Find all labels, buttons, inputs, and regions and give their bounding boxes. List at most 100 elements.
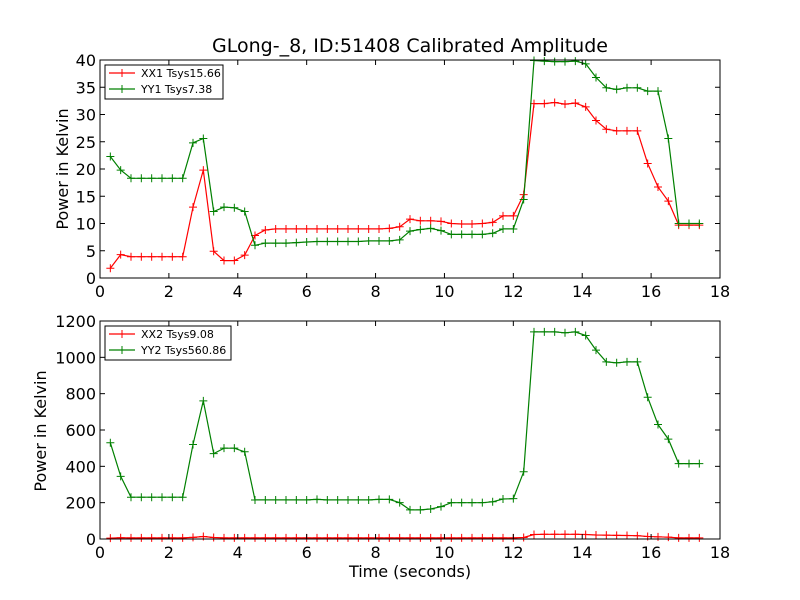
bottom-chart-point-yy2 <box>406 505 414 514</box>
bottom-chart-x-tick-label: 16 <box>641 543 661 562</box>
top-chart-series-group <box>106 56 704 273</box>
bottom-chart-point-xx2 <box>612 531 621 540</box>
top-chart-y-axis-label: Power in Kelvin <box>53 108 72 229</box>
bottom-chart-legend-label-xx2: XX2 Tsys9.08 <box>141 328 214 341</box>
top-chart-point-yy1 <box>643 87 652 96</box>
top-chart-point-yy1 <box>447 230 456 239</box>
top-chart-point-yy1 <box>323 237 332 246</box>
top-chart-point-yy1 <box>395 235 404 244</box>
top-chart-legend-entry-xx1: XX1 Tsys15.66 <box>109 67 221 80</box>
top-chart-point-yy1 <box>633 83 642 92</box>
bottom-chart-legend-marker-yy2 <box>118 346 126 354</box>
bottom-chart-point-xx2 <box>561 530 569 539</box>
bottom-chart-y-tick-label: 0 <box>86 530 96 549</box>
top-chart-point-xx1 <box>550 98 559 107</box>
bottom-chart-point-xx2 <box>127 533 135 542</box>
bottom-chart-x-axis-label: Time (seconds) <box>348 562 471 581</box>
bottom-chart-point-xx2 <box>292 533 301 542</box>
top-chart-point-xx1 <box>292 224 301 233</box>
top-chart-point-xx1 <box>240 251 249 260</box>
bottom-chart-point-xx2 <box>623 531 631 540</box>
bottom-chart-point-yy2 <box>685 459 693 468</box>
top-chart-point-yy1 <box>116 166 125 175</box>
top-chart-point-yy1 <box>158 174 166 183</box>
top-chart-title: GLong-_8, ID:51408 Calibrated Amplitude <box>212 35 608 57</box>
bottom-chart-point-yy2 <box>333 495 342 504</box>
top-chart-point-xx1 <box>571 99 580 108</box>
top-chart-legend-label-xx1: XX1 Tsys15.66 <box>141 67 221 80</box>
top-chart-point-xx1 <box>220 256 228 265</box>
top-chart-point-yy1 <box>664 134 673 143</box>
top-chart-point-xx1 <box>488 218 497 227</box>
top-chart-legend-marker-yy1 <box>118 85 126 93</box>
bottom-chart-point-yy2 <box>478 498 487 507</box>
bottom-chart-point-yy2 <box>457 498 466 507</box>
top-chart-point-yy1 <box>147 174 156 183</box>
bottom-chart-point-yy2 <box>282 495 290 504</box>
bottom-chart-legend: XX2 Tsys9.08 YY2 Tsys560.86 <box>104 325 232 361</box>
bottom-chart-point-yy2 <box>550 327 559 336</box>
top-chart-x-tick-label: 12 <box>503 282 523 301</box>
bottom-chart-point-xx2 <box>364 533 373 542</box>
top-chart-point-yy1 <box>333 237 342 246</box>
bottom-chart-legend-marker-xx2 <box>118 330 126 338</box>
bottom-chart-point-xx2 <box>457 533 466 542</box>
bottom-chart-x-tick-label: 10 <box>434 543 454 562</box>
top-chart-point-yy1 <box>416 225 425 234</box>
bottom-chart-point-xx2 <box>674 533 683 542</box>
top-chart-point-xx1 <box>282 224 290 233</box>
bottom-chart-point-yy2 <box>106 438 115 447</box>
bottom-chart-point-yy2 <box>375 495 383 504</box>
bottom-chart-point-yy2 <box>323 495 332 504</box>
top-chart-point-xx1 <box>302 224 311 233</box>
top-chart-point-xx1 <box>561 100 569 109</box>
top-chart-point-yy1 <box>509 224 518 233</box>
top-chart-y-tick-label: 40 <box>76 51 96 70</box>
top-chart-point-yy1 <box>209 207 218 216</box>
top-chart-point-xx1 <box>147 252 156 261</box>
bottom-chart-point-yy2 <box>612 358 621 367</box>
bottom-chart-point-yy2 <box>571 327 580 336</box>
bottom-chart-point-xx2 <box>220 533 228 542</box>
bottom-chart-x-tick-label: 8 <box>370 543 380 562</box>
top-chart-point-yy1 <box>612 85 621 94</box>
top-chart-point-yy1 <box>302 238 311 247</box>
top-chart-y-tick-label: 25 <box>76 133 96 152</box>
top-chart-point-yy1 <box>478 230 487 239</box>
bottom-chart-point-yy2 <box>240 447 249 456</box>
top-chart-point-xx1 <box>447 219 456 228</box>
bottom-chart-point-yy2 <box>530 327 538 336</box>
bottom-chart-point-xx2 <box>158 533 166 542</box>
bottom-chart-point-xx2 <box>519 533 528 542</box>
top-chart-point-yy1 <box>251 241 259 250</box>
bottom-chart-x-tick-label: 6 <box>302 543 312 562</box>
bottom-chart-x-tick-label: 14 <box>572 543 592 562</box>
bottom-chart-point-yy2 <box>395 498 404 507</box>
top-chart-point-yy1 <box>457 230 466 239</box>
top-chart-point-yy1 <box>292 238 301 247</box>
bottom-chart-point-xx2 <box>468 533 476 542</box>
top-chart-x-tick-label: 16 <box>641 282 661 301</box>
top-chart-point-xx1 <box>364 224 373 233</box>
top-chart-point-xx1 <box>602 125 611 134</box>
bottom-chart-point-xx2 <box>499 533 507 542</box>
top-chart-point-yy1 <box>106 152 115 161</box>
bottom-chart-point-yy2 <box>654 420 662 429</box>
bottom-chart-point-yy2 <box>581 331 590 340</box>
top-chart-point-xx1 <box>354 224 363 233</box>
bottom-chart-point-xx2 <box>313 533 321 542</box>
top-chart-point-yy1 <box>282 239 290 248</box>
top-chart-point-xx1 <box>654 182 662 191</box>
top-chart-point-xx1 <box>437 217 445 226</box>
top-chart-point-xx1 <box>230 256 239 265</box>
top-chart-point-yy1 <box>230 203 239 212</box>
top-chart-x-tick-label: 2 <box>164 282 174 301</box>
bottom-chart-point-yy2 <box>364 495 373 504</box>
bottom-chart-point-yy2 <box>344 495 352 504</box>
bottom-chart-point-yy2 <box>313 495 321 504</box>
bottom-chart-point-xx2 <box>240 533 249 542</box>
top-chart-point-yy1 <box>602 83 611 92</box>
top-chart-point-xx1 <box>106 264 115 273</box>
bottom-chart-point-yy2 <box>519 467 528 476</box>
bottom-chart-point-xx2 <box>530 530 538 539</box>
